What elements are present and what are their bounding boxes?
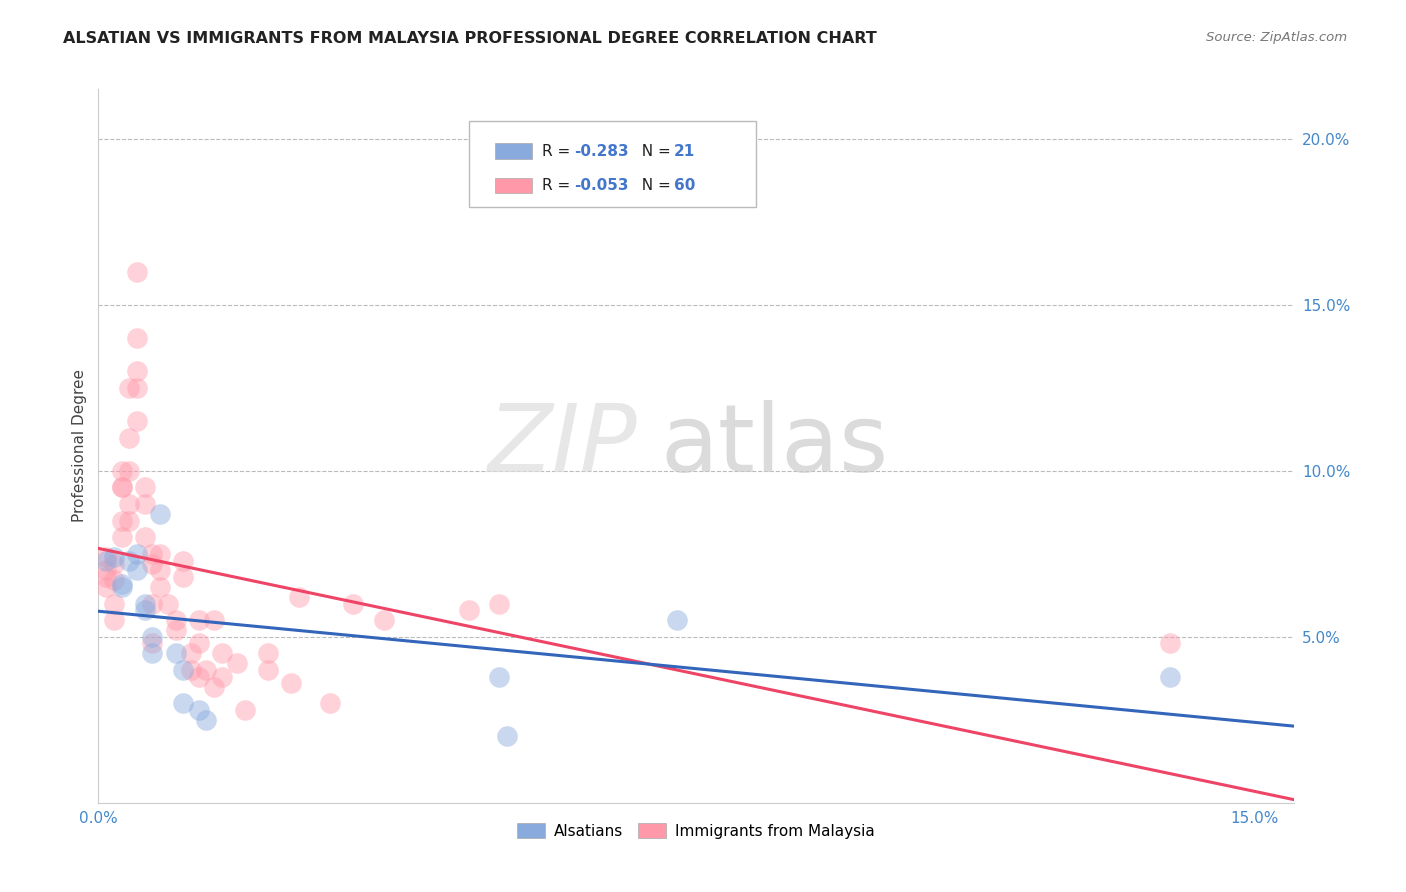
Point xyxy=(180,663,202,677)
Point xyxy=(165,624,187,638)
Point xyxy=(496,730,519,744)
Point xyxy=(257,663,280,677)
Text: N =: N = xyxy=(633,144,676,159)
Point xyxy=(149,580,172,594)
Point xyxy=(488,597,510,611)
Point xyxy=(141,557,163,571)
Point xyxy=(172,553,194,567)
Point xyxy=(110,580,132,594)
Point xyxy=(110,514,132,528)
Point xyxy=(94,553,117,567)
Point xyxy=(172,663,194,677)
Point xyxy=(125,265,148,279)
Bar xyxy=(495,144,531,159)
Text: R =: R = xyxy=(541,144,575,159)
Point xyxy=(110,576,132,591)
Point xyxy=(94,564,117,578)
Text: -0.283: -0.283 xyxy=(574,144,628,159)
Point xyxy=(110,481,132,495)
Point xyxy=(141,630,163,644)
Point xyxy=(195,663,218,677)
Point xyxy=(94,550,117,565)
Point xyxy=(187,636,209,650)
Point xyxy=(103,574,125,588)
Point xyxy=(134,497,156,511)
Point xyxy=(134,481,156,495)
Point xyxy=(110,530,132,544)
Point xyxy=(665,613,688,627)
Text: -0.053: -0.053 xyxy=(574,178,628,193)
Text: 21: 21 xyxy=(675,144,696,159)
Point xyxy=(280,676,302,690)
Point xyxy=(257,647,280,661)
Text: Source: ZipAtlas.com: Source: ZipAtlas.com xyxy=(1206,31,1347,45)
Point xyxy=(125,547,148,561)
Point xyxy=(226,657,249,671)
Point xyxy=(488,670,510,684)
Point xyxy=(149,547,172,561)
Point xyxy=(103,613,125,627)
Point xyxy=(202,613,225,627)
Point xyxy=(141,547,163,561)
Point xyxy=(141,597,163,611)
Point xyxy=(125,381,148,395)
Point xyxy=(211,670,233,684)
Point xyxy=(165,613,187,627)
Text: R =: R = xyxy=(541,178,575,193)
Point xyxy=(319,696,342,710)
Point xyxy=(103,597,125,611)
Text: atlas: atlas xyxy=(661,400,889,492)
FancyBboxPatch shape xyxy=(470,121,756,207)
Point xyxy=(103,550,125,565)
Point xyxy=(180,647,202,661)
Point xyxy=(195,713,218,727)
Legend: Alsatians, Immigrants from Malaysia: Alsatians, Immigrants from Malaysia xyxy=(510,817,882,845)
Point xyxy=(125,331,148,345)
Point xyxy=(103,557,125,571)
Text: 60: 60 xyxy=(675,178,696,193)
Point xyxy=(373,613,395,627)
Bar xyxy=(495,178,531,194)
Point xyxy=(134,597,156,611)
Point xyxy=(149,507,172,521)
Point xyxy=(149,564,172,578)
Point xyxy=(165,647,187,661)
Text: N =: N = xyxy=(633,178,676,193)
Point xyxy=(110,481,132,495)
Point xyxy=(172,570,194,584)
Point xyxy=(110,464,132,478)
Point xyxy=(1159,670,1181,684)
Point xyxy=(118,497,141,511)
Point xyxy=(118,431,141,445)
Point xyxy=(118,464,141,478)
Point xyxy=(125,414,148,428)
Point xyxy=(134,530,156,544)
Point xyxy=(94,570,117,584)
Point xyxy=(125,364,148,378)
Point xyxy=(125,564,148,578)
Text: ALSATIAN VS IMMIGRANTS FROM MALAYSIA PROFESSIONAL DEGREE CORRELATION CHART: ALSATIAN VS IMMIGRANTS FROM MALAYSIA PRO… xyxy=(63,31,877,46)
Point xyxy=(187,703,209,717)
Point xyxy=(118,514,141,528)
Point xyxy=(233,703,256,717)
Point xyxy=(202,680,225,694)
Point xyxy=(342,597,364,611)
Point xyxy=(172,696,194,710)
Text: ZIP: ZIP xyxy=(486,401,637,491)
Point xyxy=(1159,636,1181,650)
Point xyxy=(118,381,141,395)
Y-axis label: Professional Degree: Professional Degree xyxy=(72,369,87,523)
Point xyxy=(94,580,117,594)
Point xyxy=(457,603,479,617)
Point xyxy=(187,613,209,627)
Point xyxy=(118,553,141,567)
Point xyxy=(141,647,163,661)
Point xyxy=(288,590,311,604)
Point xyxy=(156,597,179,611)
Point xyxy=(141,636,163,650)
Point xyxy=(134,603,156,617)
Point xyxy=(211,647,233,661)
Point xyxy=(187,670,209,684)
